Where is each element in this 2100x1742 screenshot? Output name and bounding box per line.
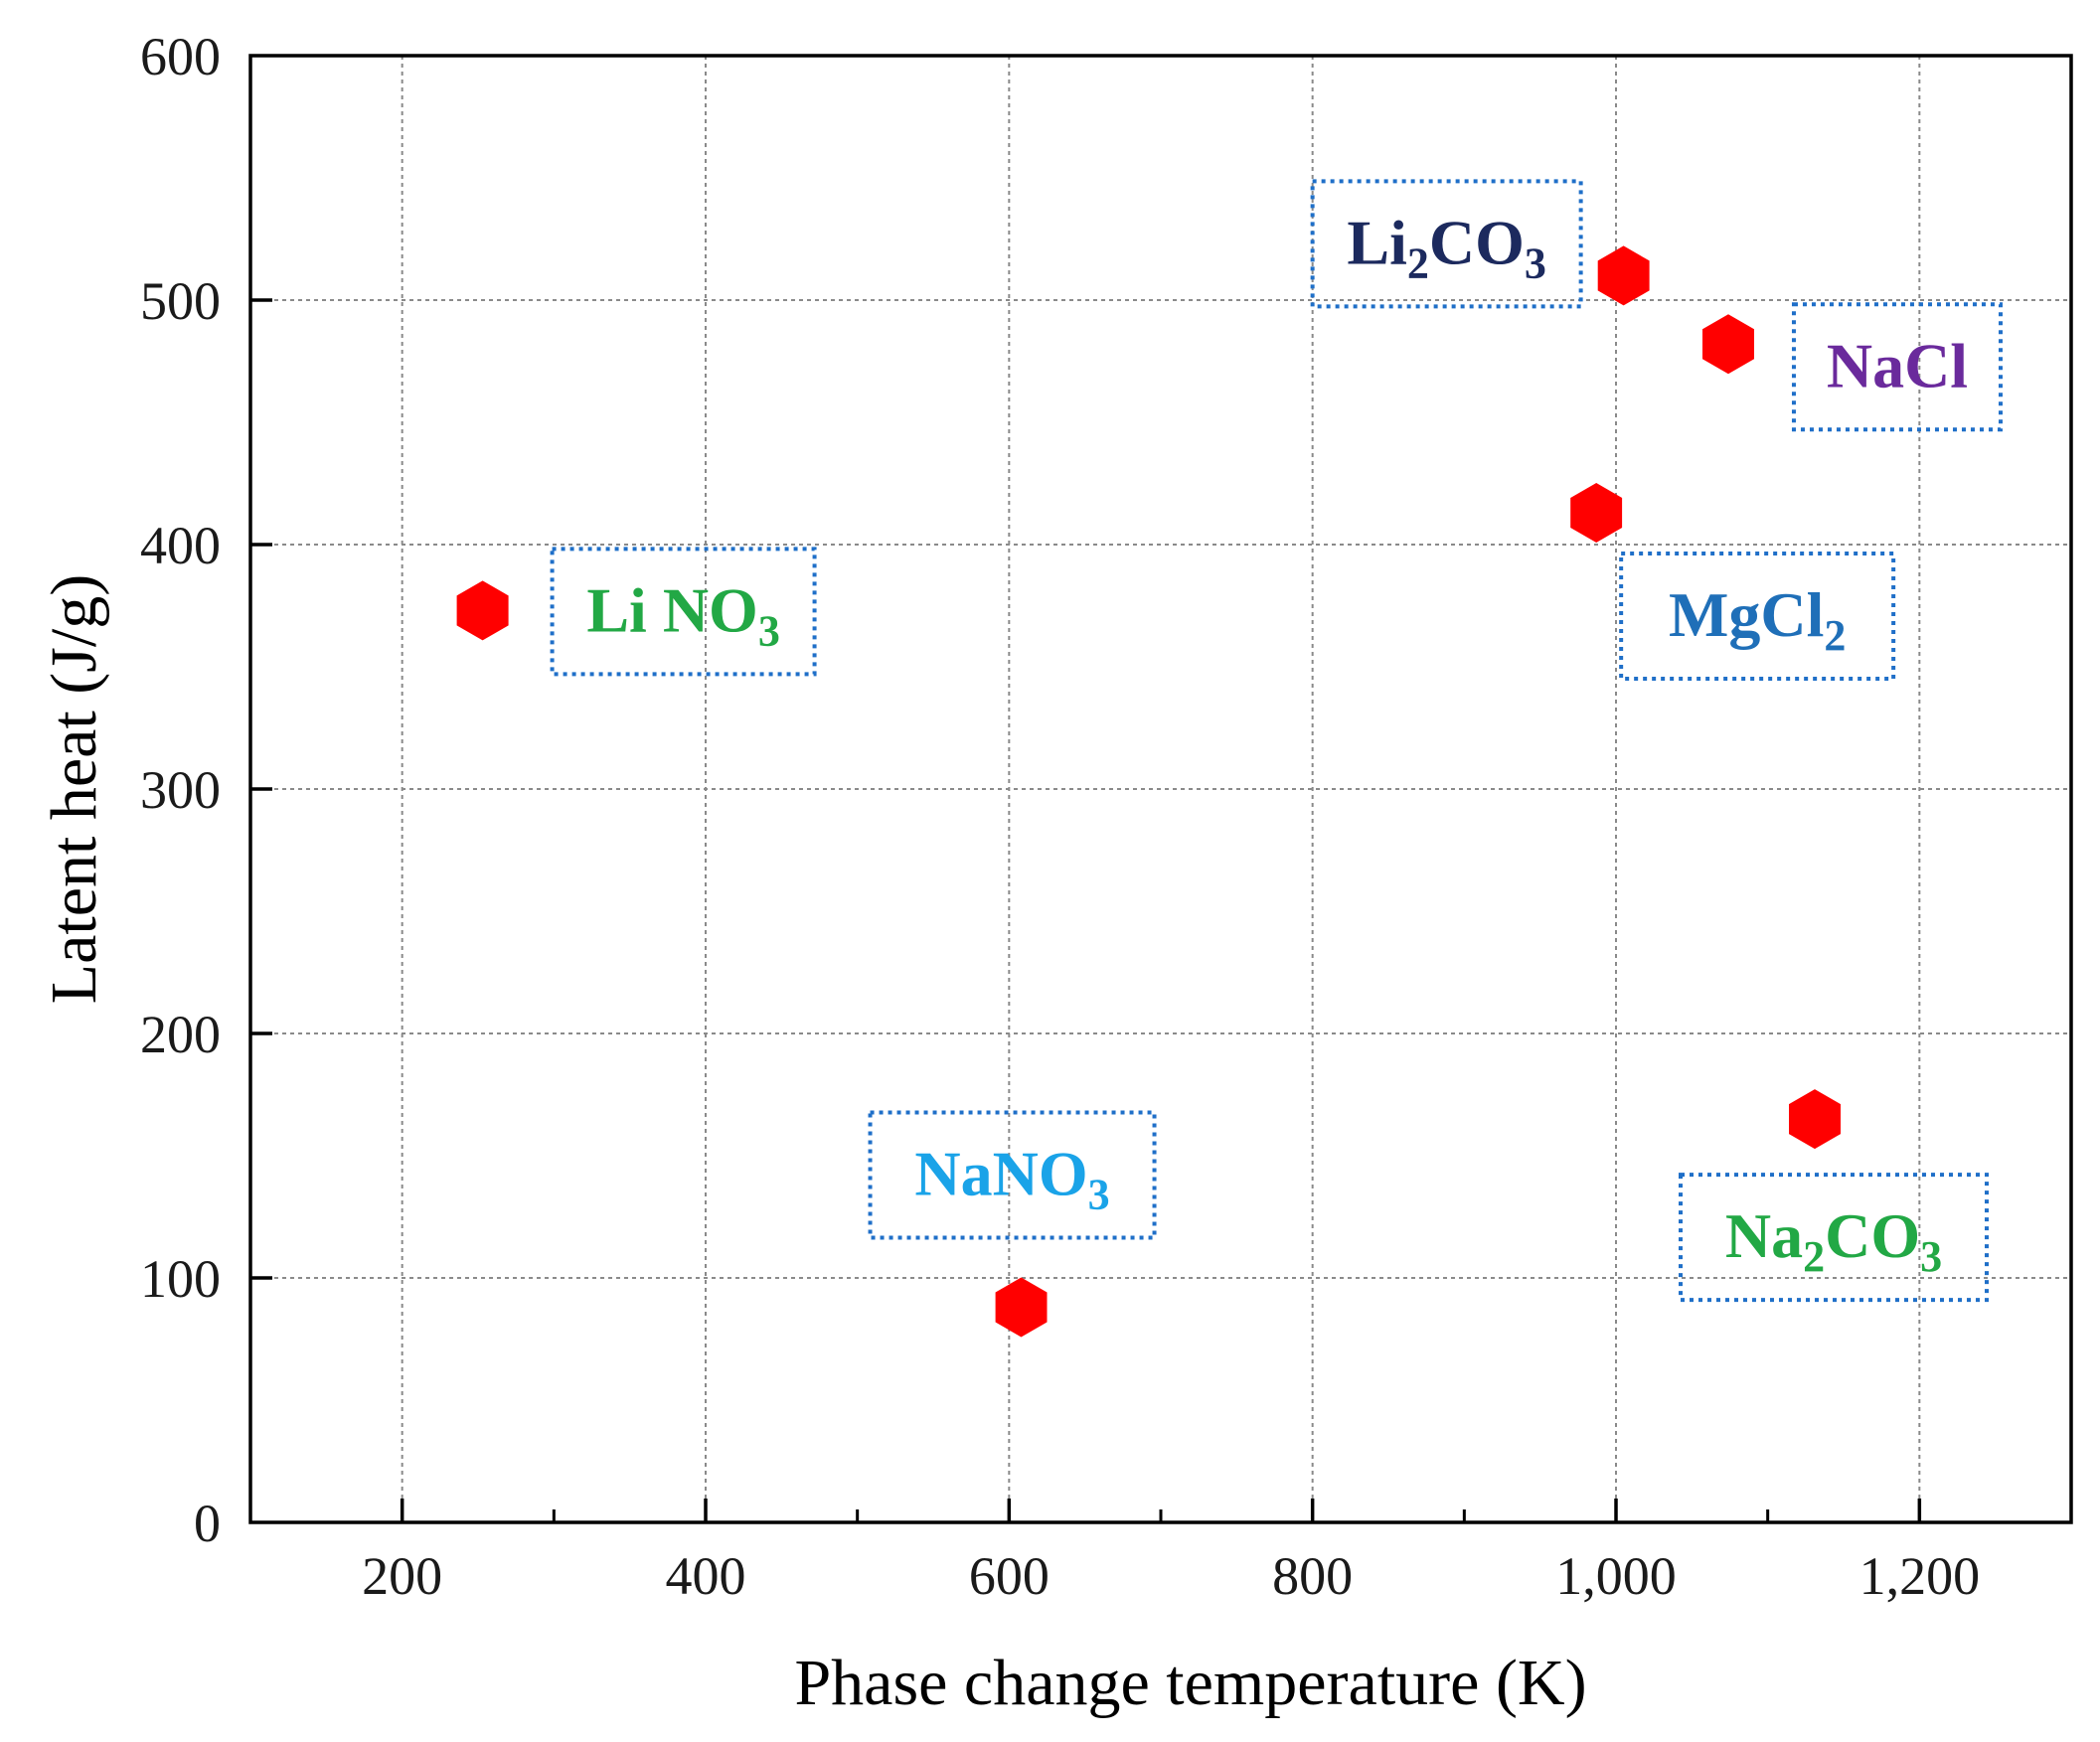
label-part: 3 [1920, 1232, 1942, 1281]
tick-labels: 200 400 600 800 1,000 1,200 0 100 200 300 400 500 60… [140, 27, 1980, 1606]
data-point-nacl [1702, 314, 1754, 375]
label-part: NaNO [914, 1139, 1087, 1209]
label-part: MgCl [1669, 579, 1824, 650]
x-tick-label: 400 [666, 1546, 746, 1606]
label-part: 2 [1407, 238, 1429, 287]
x-tick-label: 1,200 [1859, 1546, 1981, 1606]
x-axis-title: Phase change temperature (K) [794, 1647, 1586, 1719]
axes [248, 54, 2073, 1524]
label-part: Li NO [586, 574, 757, 645]
label-part: Li [1347, 207, 1406, 277]
annotation-box-lino3 [550, 547, 817, 677]
label-part: 2 [1803, 1232, 1825, 1281]
annotation-box-mgcl2 [1619, 552, 1896, 682]
annotation-label-nano3: NaNO3 [914, 1139, 1109, 1219]
x-tick-label: 200 [362, 1546, 442, 1606]
label-part: 3 [1525, 238, 1546, 287]
data-points [456, 245, 1841, 1338]
label-part: 3 [758, 606, 780, 655]
annotation-box-na2co3 [1678, 1173, 1989, 1303]
data-point-nano3 [995, 1277, 1048, 1338]
y-tick-label: 300 [140, 760, 221, 820]
y-tick-label: 0 [194, 1494, 221, 1553]
label-part: CO [1825, 1200, 1920, 1271]
y-tick-label: 100 [140, 1249, 221, 1309]
x-tick-label: 800 [1272, 1546, 1353, 1606]
y-tick-label: 500 [140, 271, 221, 331]
annotation-label-mgcl2: MgCl2 [1669, 579, 1846, 660]
label-part: Na [1725, 1200, 1803, 1271]
label-part: CO [1429, 207, 1525, 277]
annotation-box-nacl [1791, 302, 2003, 432]
x-tick-label: 600 [969, 1546, 1050, 1606]
annotation-label-li2co3: Li2CO3 [1347, 207, 1545, 287]
data-point-na2co3 [1789, 1089, 1841, 1150]
label-part: 3 [1088, 1171, 1110, 1219]
data-point-mgcl2 [1570, 483, 1623, 543]
annotation-box-li2co3 [1310, 179, 1583, 309]
data-point-li2co3 [1597, 245, 1650, 306]
y-tick-label: 600 [140, 27, 221, 86]
y-tick-label: 200 [140, 1005, 221, 1064]
x-tick-label: 1,000 [1555, 1546, 1677, 1606]
grid-lines [250, 56, 2071, 1522]
y-axis-title: Latent heat (J/g) [38, 574, 110, 1004]
annotation-label-nacl: NaCl [1827, 330, 1968, 400]
label-part: NaCl [1827, 330, 1968, 400]
annotation-label-lino3: Li NO3 [586, 574, 779, 655]
annotation-boxes [550, 179, 2003, 1303]
y-tick-label: 400 [140, 516, 221, 575]
label-part: 2 [1824, 611, 1846, 660]
data-point-lino3 [456, 580, 509, 641]
annotation-label-na2co3: Na2CO3 [1725, 1200, 1942, 1281]
